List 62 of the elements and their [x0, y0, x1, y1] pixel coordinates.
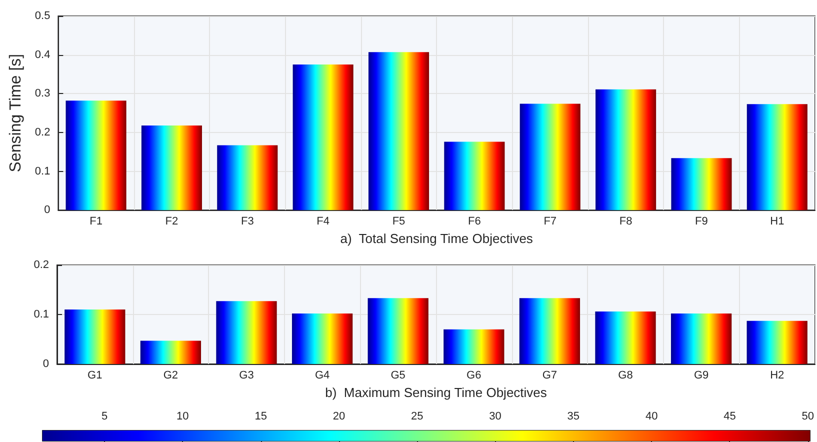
x-tick-label: G5 [390, 370, 406, 382]
bar [596, 89, 656, 210]
bar [216, 301, 277, 364]
x-tick-label: G4 [314, 370, 330, 382]
bar [141, 125, 202, 210]
bar [368, 298, 428, 364]
x-axis-title: a) Total Sensing Time Objectives [340, 231, 534, 246]
y-axis-title: Sensing Time [s] [8, 54, 24, 172]
x-tick-label: G3 [239, 370, 254, 382]
y-tick-label: 0.5 [34, 10, 50, 22]
bar [140, 340, 202, 364]
y-tick-label: 0.2 [34, 126, 50, 138]
bar [217, 145, 278, 210]
x-tick-label: G9 [694, 370, 709, 382]
y-tick-label: 0.1 [34, 165, 50, 178]
x-tick-label: F7 [544, 216, 557, 228]
x-tick-label: G8 [618, 370, 633, 382]
color-bar-label: 35 [567, 410, 580, 422]
x-tick-label: G2 [163, 370, 178, 382]
color-bar-label: 15 [254, 410, 267, 422]
color-bar-label: 25 [411, 410, 424, 422]
bar [595, 312, 656, 364]
x-tick-label: F6 [468, 216, 481, 228]
x-tick-label: F5 [392, 216, 406, 228]
bar [292, 64, 354, 210]
bar [368, 52, 430, 210]
x-tick-label: G7 [542, 370, 558, 382]
x-tick-label: F9 [695, 216, 708, 228]
bar [746, 320, 808, 364]
color-bar-label: 20 [332, 410, 346, 422]
x-axis-title: b) Maximum Sensing Time Objectives [325, 384, 548, 400]
x-tick-label: G1 [88, 370, 102, 382]
bar [671, 158, 732, 210]
bar [520, 104, 580, 210]
bar [519, 298, 580, 364]
x-tick-label: F1 [90, 216, 102, 228]
x-tick-label: F4 [316, 216, 330, 228]
color-bar-label: 40 [645, 410, 658, 422]
bar [670, 314, 732, 364]
color-bar-label: 10 [176, 410, 189, 422]
y-tick-label: 0.4 [34, 48, 50, 61]
bar [746, 104, 808, 210]
color-bar-label: 50 [802, 410, 814, 422]
bar [292, 314, 353, 364]
color-bar-label: 30 [489, 410, 502, 422]
x-tick-label: F8 [619, 216, 632, 228]
color-bar-label: 5 [101, 410, 108, 422]
y-tick-label: 0 [42, 358, 49, 370]
x-tick-label: F2 [165, 216, 178, 228]
bar [64, 310, 126, 364]
x-tick-label: F3 [240, 216, 254, 228]
y-tick-label: 0.2 [34, 259, 49, 271]
bar [444, 142, 505, 210]
x-tick-label: G6 [466, 370, 482, 382]
y-tick-label: 0.1 [34, 308, 49, 320]
color-bar-label: 45 [724, 410, 736, 422]
y-tick-label: 0.3 [34, 88, 50, 100]
bar [444, 329, 504, 364]
y-tick-label: 0 [44, 204, 50, 216]
x-tick-label: H1 [770, 216, 784, 228]
bar [66, 100, 126, 210]
x-tick-label: H2 [770, 370, 784, 382]
